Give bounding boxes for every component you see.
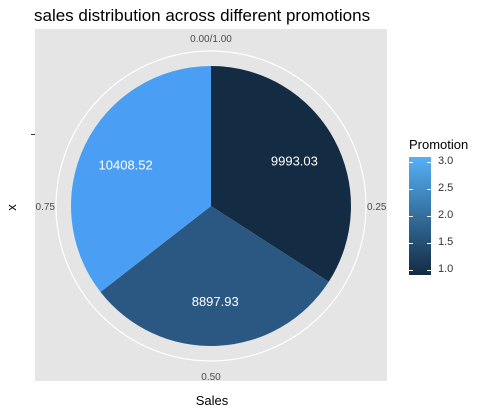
y-axis-tick xyxy=(31,134,35,135)
legend-colorbar xyxy=(409,157,431,275)
angle-tick-label-0: 0.00/1.00 xyxy=(190,34,232,45)
legend-tick-mark xyxy=(409,162,413,163)
legend-tick-mark xyxy=(427,243,431,244)
legend-tick-mark xyxy=(409,243,413,244)
angle-tick-label-3: 0.75 xyxy=(36,202,56,213)
angle-tick-label-1: 0.25 xyxy=(367,202,387,213)
legend-tick-mark xyxy=(427,162,431,163)
legend-tick-mark xyxy=(409,270,413,271)
slice-label-3: 10408.52 xyxy=(99,157,153,172)
legend-tick-label: 3.0 xyxy=(438,155,454,167)
legend-title: Promotion xyxy=(409,137,469,152)
angle-tick-label-2: 0.50 xyxy=(201,372,221,383)
legend-tick-mark xyxy=(409,216,413,217)
y-axis-label: x xyxy=(3,204,19,211)
chart-title: sales distribution across different prom… xyxy=(34,6,371,25)
legend-tick-label: 1.0 xyxy=(438,263,454,275)
slice-label-2: 8897.93 xyxy=(192,294,239,309)
x-axis-label: Sales xyxy=(195,393,229,408)
legend-tick-mark xyxy=(427,216,431,217)
legend-tick-label: 2.0 xyxy=(438,209,454,221)
pie-slice-2 xyxy=(100,206,329,346)
legend-tick-mark xyxy=(427,270,431,271)
legend-tick-label: 2.5 xyxy=(438,182,454,194)
slice-label-1: 9993.03 xyxy=(271,154,318,169)
grid-ring xyxy=(55,50,367,362)
legend-tick-label: 1.5 xyxy=(438,236,454,248)
legend-tick-mark xyxy=(427,189,431,190)
pie-slice-1 xyxy=(211,66,351,282)
legend-tick-mark xyxy=(409,189,413,190)
pie-slice-3 xyxy=(71,66,212,292)
